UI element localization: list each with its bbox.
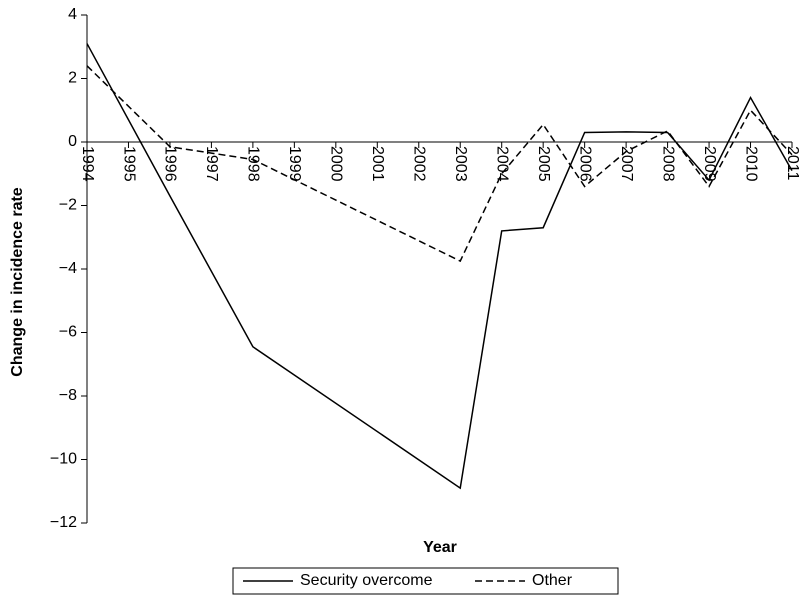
legend-label: Other bbox=[532, 572, 573, 589]
y-tick-label: −8 bbox=[59, 387, 77, 404]
y-tick-label: 4 bbox=[68, 6, 77, 23]
y-tick-label: −4 bbox=[59, 260, 77, 277]
y-axis-label: Change in incidence rate bbox=[9, 187, 26, 376]
x-tick-label: 2010 bbox=[742, 146, 759, 182]
y-tick-label: −2 bbox=[59, 197, 77, 214]
y-tick-label: −10 bbox=[50, 451, 77, 468]
x-tick-label: 1999 bbox=[286, 146, 303, 182]
y-tick-label: 0 bbox=[68, 133, 77, 150]
x-tick-label: 2004 bbox=[493, 146, 510, 182]
x-tick-label: 2008 bbox=[659, 146, 676, 182]
legend-box bbox=[232, 567, 619, 595]
x-tick-label: 2006 bbox=[576, 146, 593, 182]
x-tick-label: 2011 bbox=[784, 146, 801, 181]
x-tick-label: 2002 bbox=[411, 146, 428, 182]
x-axis-label: Year bbox=[423, 539, 457, 556]
legend-label: Security overcome bbox=[300, 572, 433, 589]
x-tick-label: 1998 bbox=[245, 146, 262, 182]
x-tick-label: 1995 bbox=[120, 146, 137, 182]
x-tick-label: 1996 bbox=[162, 146, 179, 182]
y-tick-label: −6 bbox=[59, 324, 77, 341]
x-tick-label: 1997 bbox=[203, 146, 220, 182]
y-tick-label: −12 bbox=[50, 514, 77, 531]
x-tick-label: 2003 bbox=[452, 146, 469, 182]
series-line bbox=[86, 65, 793, 263]
series-line bbox=[86, 43, 793, 490]
y-tick-label: 2 bbox=[68, 70, 77, 87]
x-tick-label: 2009 bbox=[701, 146, 718, 182]
x-tick-label: 2000 bbox=[328, 146, 345, 182]
x-tick-label: 2005 bbox=[535, 146, 552, 182]
x-tick-label: 1994 bbox=[79, 146, 96, 182]
x-tick-label: 2001 bbox=[369, 146, 386, 182]
